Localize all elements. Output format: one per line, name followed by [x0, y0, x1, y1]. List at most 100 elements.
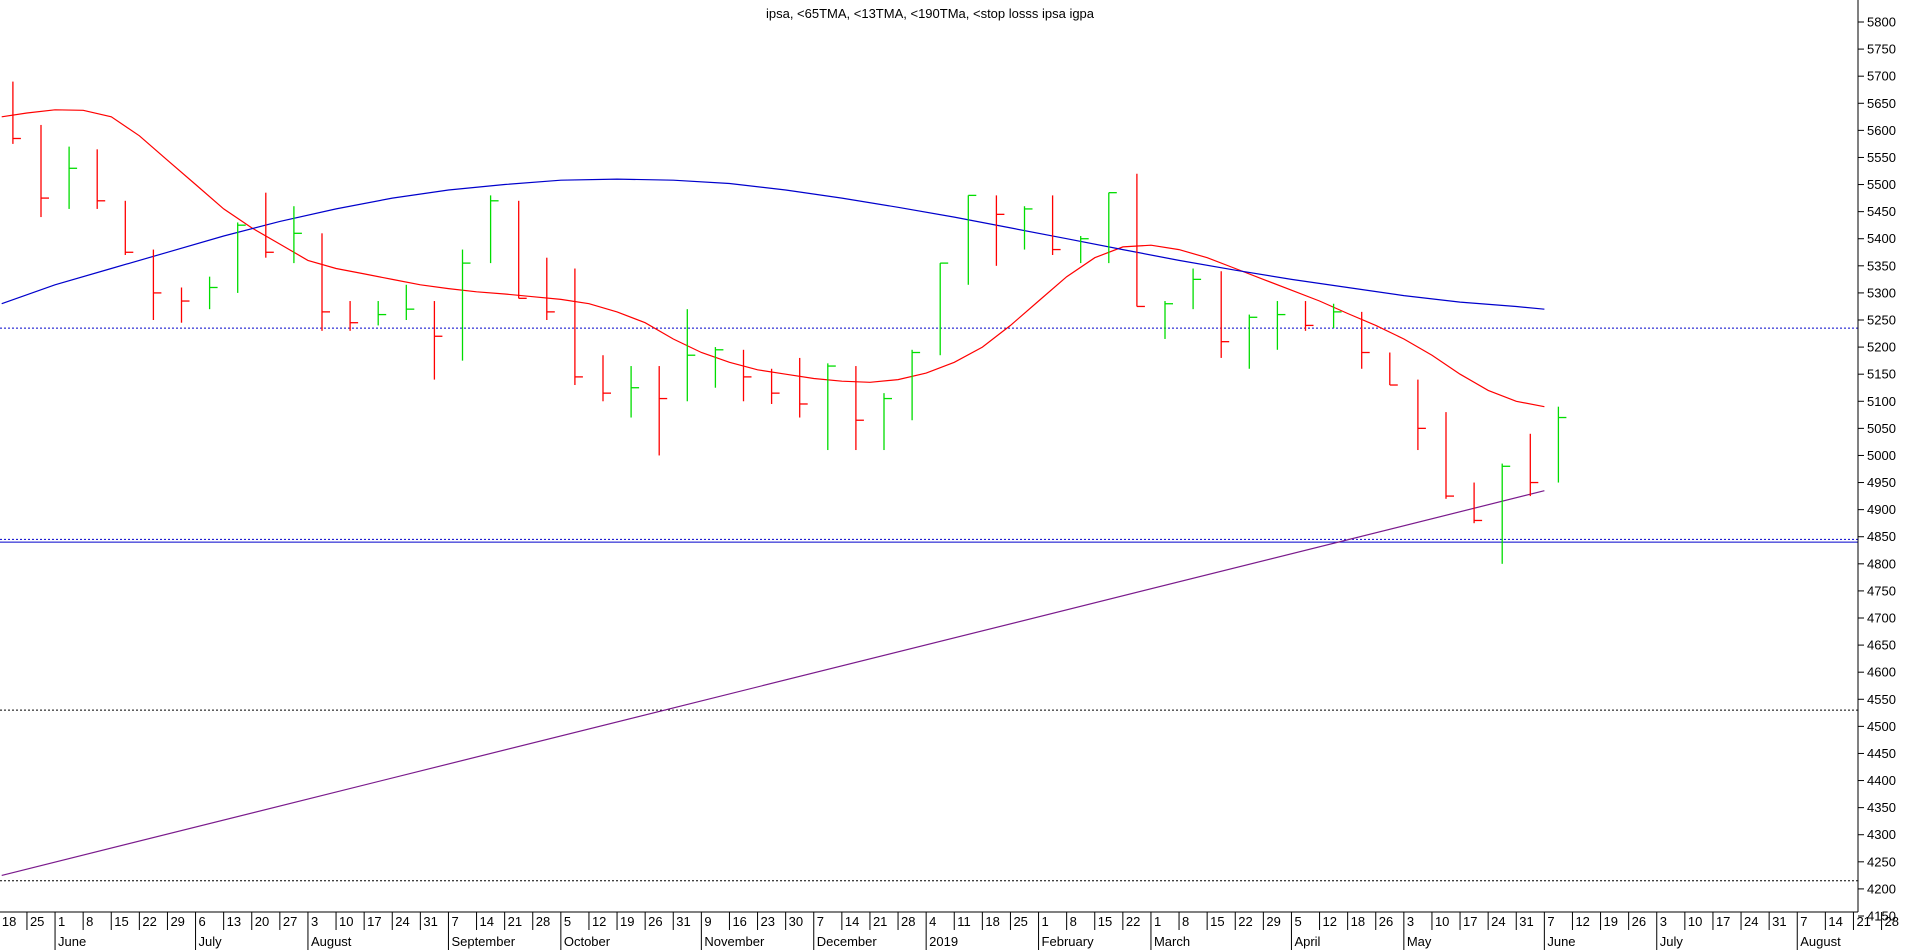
ohlc-bar — [602, 355, 611, 402]
y-tick-label: 4650 — [1867, 638, 1896, 653]
ohlc-bar — [546, 257, 555, 320]
y-tick-label: 5550 — [1867, 150, 1896, 165]
x-tick-label: 8 — [1070, 914, 1077, 929]
ohlc-bar — [349, 301, 359, 331]
y-tick-label: 5100 — [1867, 394, 1896, 409]
x-tick-label: 18 — [985, 914, 999, 929]
y-tick-label: 5200 — [1867, 340, 1896, 355]
x-tick-label: 5 — [564, 914, 571, 929]
x-tick-label: 6 — [199, 914, 206, 929]
y-tick-label: 5450 — [1867, 204, 1896, 219]
ohlc-bar — [489, 195, 499, 264]
x-tick-label: 26 — [648, 914, 662, 929]
ohlc-bar — [1108, 192, 1117, 264]
x-tick-label: 17 — [367, 914, 381, 929]
x-tick-label: 4 — [929, 914, 936, 929]
ohlc-bar — [1023, 206, 1033, 250]
y-tick-label: 4500 — [1867, 719, 1896, 734]
x-tick-label: 18 — [1351, 914, 1365, 929]
y-tick-label: 5650 — [1867, 96, 1896, 111]
y-tick-label: 5250 — [1867, 313, 1896, 328]
x-month-label: November — [704, 934, 765, 949]
x-month-label: October — [564, 934, 611, 949]
x-month-label: March — [1154, 934, 1190, 949]
ohlc-bar — [1361, 311, 1370, 369]
x-tick-label: 14 — [480, 914, 494, 929]
ohlc-bar — [237, 222, 246, 293]
ohlc-bar — [1332, 303, 1342, 329]
series-line — [1, 490, 1545, 876]
ohlc-bar — [855, 366, 864, 451]
ohlc-bar — [433, 301, 443, 380]
ohlc-bar — [293, 206, 302, 264]
ohlc-bar — [1164, 301, 1173, 339]
y-tick-label: 5400 — [1867, 231, 1896, 246]
series-line — [1, 178, 1545, 310]
x-tick-label: 12 — [592, 914, 606, 929]
x-tick-label: 3 — [1407, 914, 1414, 929]
y-tick-label: 5500 — [1867, 177, 1896, 192]
x-tick-label: 15 — [114, 914, 128, 929]
ohlc-bar — [630, 366, 640, 418]
ohlc-bar — [742, 349, 752, 402]
y-tick-label: 4450 — [1867, 746, 1896, 761]
y-tick-label: 4750 — [1867, 583, 1896, 598]
x-month-label: February — [1042, 934, 1095, 949]
x-tick-label: 10 — [1435, 914, 1449, 929]
ohlc-bar — [939, 262, 949, 356]
x-axis: 18 25 1 8 15 22 29 6 13 20 27 3 10 17 24 31 7 14 21 28 5 12 19… — [0, 911, 1899, 950]
x-tick-label: 27 — [283, 914, 297, 929]
y-tick-label: 4800 — [1867, 556, 1896, 571]
ohlc-bar — [1529, 433, 1539, 497]
x-tick-label: 7 — [1547, 914, 1554, 929]
y-tick-label: 5300 — [1867, 285, 1896, 300]
ohlc-bar — [1080, 236, 1089, 264]
ohlc-bar — [967, 194, 977, 285]
x-tick-label: 25 — [1013, 914, 1027, 929]
y-tick-label: 4600 — [1867, 665, 1896, 680]
x-tick-label: 26 — [1379, 914, 1393, 929]
ohlc-bar — [461, 249, 471, 361]
x-month-label: September — [451, 934, 515, 949]
x-month-label: June — [58, 934, 86, 949]
ohlc-bar — [68, 146, 78, 209]
ohlc-bar — [827, 363, 836, 451]
ohlc-bar — [265, 192, 274, 258]
x-tick-label: 1 — [1042, 914, 1049, 929]
x-tick-label: 3 — [1660, 914, 1667, 929]
ohlc-bar — [1304, 301, 1314, 331]
x-tick-label: 24 — [395, 914, 409, 929]
ohlc-bar — [995, 195, 1005, 266]
x-tick-label: 24 — [1491, 914, 1505, 929]
x-month-label: 2019 — [929, 934, 958, 949]
y-tick-label: 4250 — [1867, 854, 1896, 869]
x-tick-label: 10 — [1688, 914, 1702, 929]
x-tick-label: 7 — [817, 914, 824, 929]
ohlc-bar — [152, 249, 162, 320]
x-tick-label: 1 — [58, 914, 65, 929]
x-tick-label: 31 — [1519, 914, 1533, 929]
x-tick-label: 22 — [1238, 914, 1252, 929]
x-tick-label: 17 — [1463, 914, 1477, 929]
x-tick-label: 7 — [1800, 914, 1807, 929]
y-tick-label: 4850 — [1867, 529, 1896, 544]
ohlc-bar — [518, 200, 527, 299]
chart-title: ipsa, <65TMA, <13TMA, <190TMa, <stop los… — [765, 6, 1095, 21]
x-tick-label: 28 — [536, 914, 550, 929]
x-tick-label: 5 — [1294, 914, 1301, 929]
ohlc-bar — [911, 349, 921, 421]
x-month-label: April — [1294, 934, 1320, 949]
x-tick-label: 21 — [873, 914, 887, 929]
x-tick-label: 23 — [761, 914, 775, 929]
x-tick-label: 20 — [255, 914, 269, 929]
x-month-label: July — [1660, 934, 1684, 949]
y-tick-label: 5700 — [1867, 69, 1896, 84]
moving-average-lines — [1, 109, 1545, 876]
x-tick-label: 21 — [508, 914, 522, 929]
x-tick-label: 3 — [311, 914, 318, 929]
ohlc-bar — [124, 200, 134, 255]
y-tick-label: 4700 — [1867, 611, 1896, 626]
ohlc-bar — [686, 309, 696, 402]
ohlc-bar — [12, 81, 21, 144]
